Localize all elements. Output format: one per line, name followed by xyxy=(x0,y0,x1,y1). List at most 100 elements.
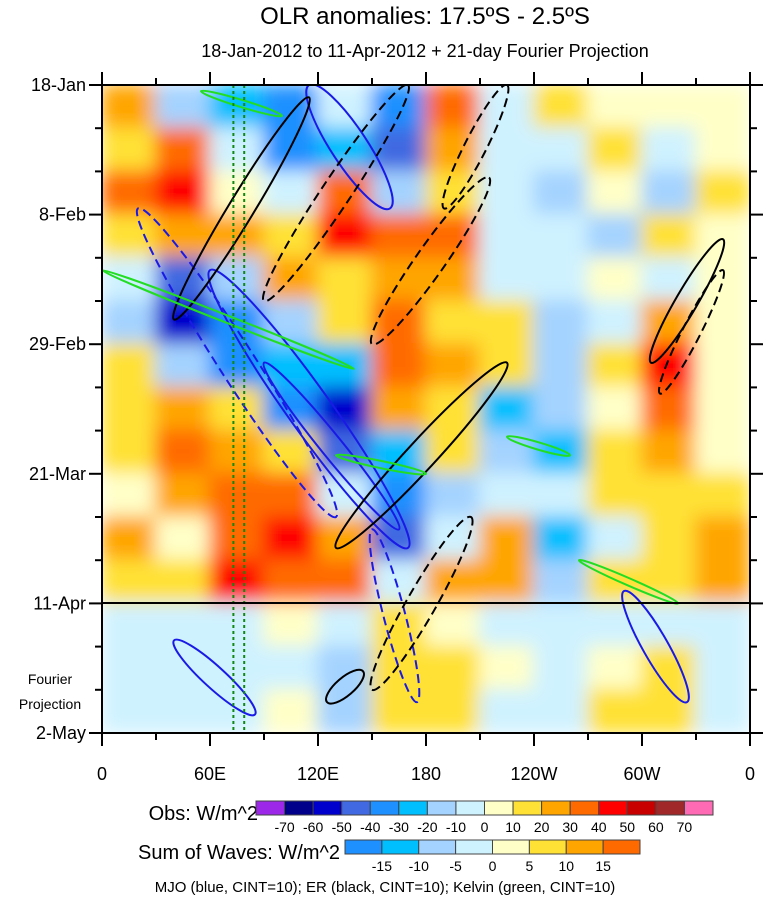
colorbar-box xyxy=(484,800,514,816)
colorbar-tick-label: 5 xyxy=(525,858,533,874)
field-cell xyxy=(263,213,319,259)
field-cell xyxy=(479,386,535,432)
field-cell xyxy=(155,343,211,389)
colorbar-tick-label: -5 xyxy=(449,858,462,874)
field-cell xyxy=(533,516,589,562)
colorbar-box xyxy=(602,839,641,855)
chart-subtitle: 18-Jan-2012 to 11-Apr-2012 + 21-day Four… xyxy=(201,41,648,61)
field-cell xyxy=(425,386,481,432)
mjo-contour xyxy=(207,268,411,550)
field-cell xyxy=(533,688,589,733)
colorbar-tick-label: -20 xyxy=(417,819,437,835)
field-cell xyxy=(102,386,157,432)
mjo-contour xyxy=(368,528,421,704)
field-cell xyxy=(587,85,643,130)
field-cell xyxy=(263,645,319,691)
field-cell xyxy=(479,472,535,518)
mjo-contour xyxy=(262,361,401,531)
colorbar-box xyxy=(455,800,485,816)
colorbar-box xyxy=(381,839,420,855)
colorbar-tick-label: 20 xyxy=(534,819,550,835)
field-cell xyxy=(479,559,535,605)
field-cell xyxy=(587,343,643,389)
field-cell xyxy=(155,602,211,648)
field-cell xyxy=(209,472,265,518)
field-cell xyxy=(209,516,265,562)
contour-legend: MJO (blue, CINT=10); ER (black, CINT=10)… xyxy=(155,879,616,896)
er-contour xyxy=(441,85,510,210)
colorbar-box xyxy=(626,800,657,816)
field-cell xyxy=(587,429,643,475)
colorbar-tick-label: -70 xyxy=(274,819,294,835)
field-cell xyxy=(263,559,319,605)
field-cell xyxy=(695,516,750,562)
field-cell xyxy=(371,688,427,733)
field-cell xyxy=(425,213,481,259)
colorbar-tick-label: 70 xyxy=(677,819,693,835)
field-cell xyxy=(317,559,373,605)
colorbar-tick-label: 60 xyxy=(648,819,664,835)
field-cell xyxy=(155,127,211,173)
field-cell xyxy=(155,516,211,562)
field-cell xyxy=(317,127,373,173)
colorbar-tick-label: 40 xyxy=(591,819,607,835)
er-contour xyxy=(172,96,311,321)
field-cell xyxy=(317,602,373,648)
field-cell xyxy=(102,85,157,130)
field-cell xyxy=(587,559,643,605)
field-cell xyxy=(425,602,481,648)
field-cell xyxy=(155,472,211,518)
field-cell xyxy=(695,300,750,346)
field-cell xyxy=(641,85,697,130)
field-cell xyxy=(371,386,427,432)
field-cell xyxy=(533,472,589,518)
field-cell xyxy=(641,429,697,475)
field-cell xyxy=(587,170,643,216)
field-cell xyxy=(587,127,643,173)
field-cell xyxy=(695,386,750,432)
colorbar-tick-label: -30 xyxy=(389,819,409,835)
field-cell xyxy=(317,516,373,562)
field-cell xyxy=(425,688,481,733)
projection-label-line2: Projection xyxy=(19,696,81,712)
field-cell xyxy=(479,170,535,216)
wave-contours xyxy=(102,85,726,717)
er-contour xyxy=(648,238,726,364)
field-cell xyxy=(479,85,535,130)
field-cell xyxy=(102,213,157,259)
colorbar-tick-label: -60 xyxy=(303,819,323,835)
field-cell xyxy=(425,127,481,173)
x-tick-label: 120E xyxy=(297,764,339,784)
y-tick-label: 8-Feb xyxy=(39,205,86,225)
field-cell xyxy=(533,127,589,173)
field-cell xyxy=(425,429,481,475)
field-cell xyxy=(641,386,697,432)
x-tick-label: 0 xyxy=(97,764,107,784)
mjo-contour xyxy=(172,638,257,717)
field-cell xyxy=(695,127,750,173)
colorbar-box xyxy=(341,800,371,816)
x-tick-label: 0 xyxy=(745,764,755,784)
field-cell xyxy=(317,300,373,346)
colorbar-box xyxy=(598,800,628,816)
field-cell xyxy=(479,256,535,302)
colorbar-box xyxy=(398,800,428,816)
field-cell xyxy=(641,602,697,648)
chart-title: OLR anomalies: 17.5ºS - 2.5ºS xyxy=(260,3,590,30)
colorbar-tick-label: 10 xyxy=(505,819,521,835)
field-cell xyxy=(533,602,589,648)
x-tick-label: 120W xyxy=(510,764,557,784)
field-cell xyxy=(209,256,265,302)
field-cell xyxy=(263,516,319,562)
field-cell xyxy=(695,85,750,130)
field-cell xyxy=(209,343,265,389)
field-cell xyxy=(209,213,265,259)
field-cell xyxy=(263,300,319,346)
field-cell xyxy=(533,85,589,130)
field-cell xyxy=(317,688,373,733)
colorbar-box xyxy=(655,800,685,816)
er-contour xyxy=(262,85,410,303)
colorbar-box xyxy=(284,800,314,816)
field-cell xyxy=(263,85,319,130)
colorbar-tick-label: -10 xyxy=(446,819,466,835)
